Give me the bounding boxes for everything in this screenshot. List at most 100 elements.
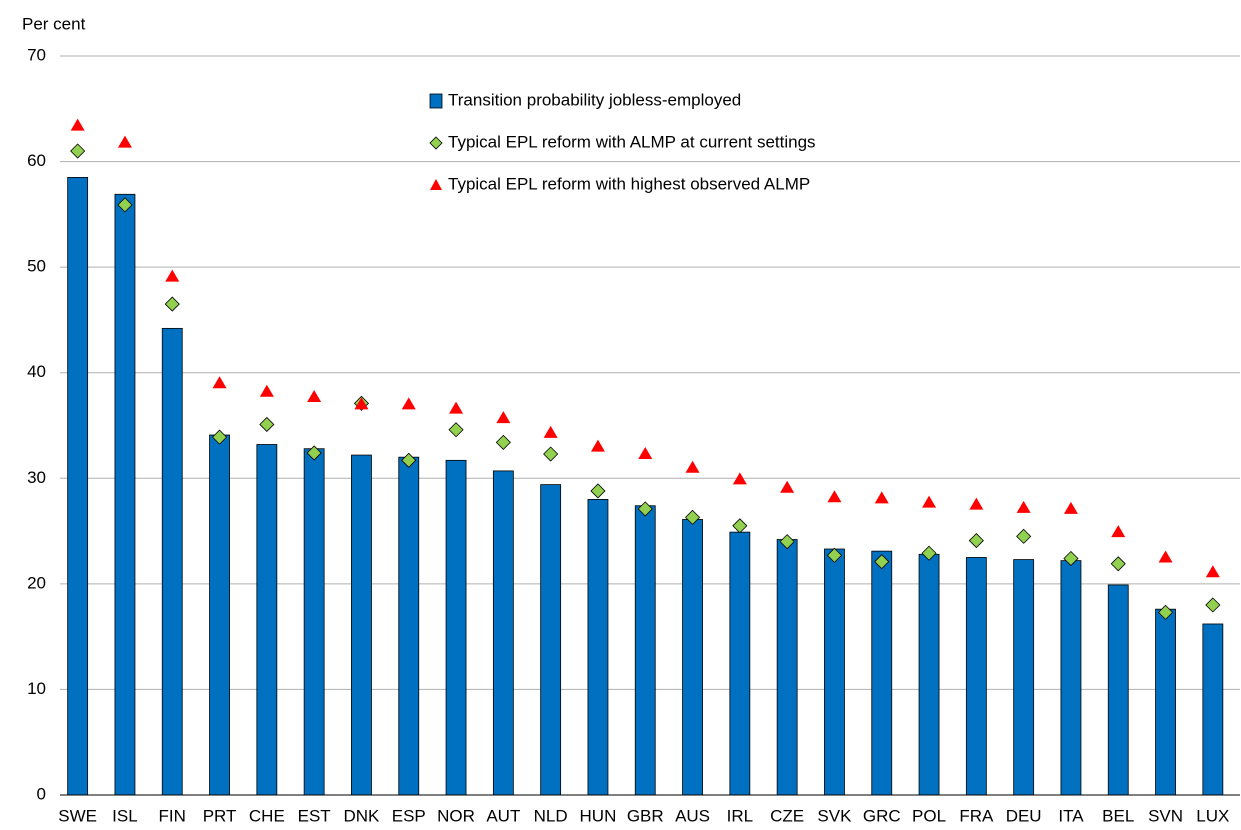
bar xyxy=(776,539,798,796)
triangle-marker xyxy=(969,497,984,510)
x-tick-label: ISL xyxy=(112,806,138,825)
diamond-marker xyxy=(826,547,843,563)
diamond-marker xyxy=(164,296,180,312)
x-tick-label: FIN xyxy=(159,806,186,825)
x-tick-label: BEL xyxy=(1102,806,1134,825)
triangle-marker xyxy=(922,495,937,508)
bar xyxy=(1107,584,1129,796)
diamond-marker xyxy=(1110,556,1126,572)
x-tick-label: SVK xyxy=(817,806,852,825)
bar xyxy=(587,498,609,796)
bar xyxy=(540,484,562,796)
x-tick-label: POL xyxy=(912,806,946,825)
legend-label: Typical EPL reform with highest observed… xyxy=(448,174,810,193)
legend-label: Typical EPL reform with ALMP at current … xyxy=(448,132,816,151)
diamond-marker xyxy=(1063,550,1079,567)
x-tick-label: SVN xyxy=(1148,806,1183,825)
triangle-marker xyxy=(354,397,369,410)
x-tick-label: EST xyxy=(298,806,331,825)
triangle-marker xyxy=(212,376,227,389)
triangle-marker xyxy=(1063,501,1078,514)
x-tick-label: PRT xyxy=(203,806,237,825)
x-tick-label: AUT xyxy=(486,806,520,825)
diamond-marker xyxy=(495,434,511,450)
bar xyxy=(824,548,845,796)
diamond-marker xyxy=(779,534,795,550)
diamond-marker xyxy=(968,533,984,549)
triangle-marker xyxy=(165,269,180,282)
bar xyxy=(114,193,136,796)
triangle-marker xyxy=(685,460,700,473)
triangle-marker xyxy=(1111,525,1126,538)
triangle-marker xyxy=(1016,500,1031,513)
bar xyxy=(729,531,751,796)
y-tick-label: 20 xyxy=(27,573,46,592)
bar xyxy=(445,459,467,796)
triangle-marker xyxy=(1205,565,1220,578)
diamond-marker xyxy=(732,518,748,534)
diamond-marker xyxy=(306,445,322,461)
legend-swatch xyxy=(430,179,442,190)
bar xyxy=(918,553,940,796)
triangle-marker xyxy=(259,384,274,397)
legend-label: Transition probability jobless-employed xyxy=(448,90,741,109)
diamond-marker xyxy=(684,509,701,525)
x-tick-label: FRA xyxy=(959,806,994,825)
x-tick-label: NLD xyxy=(534,806,568,825)
bar xyxy=(67,177,89,796)
bar xyxy=(1155,608,1176,796)
y-axis-label: Per cent xyxy=(22,14,86,33)
x-tick-label: LUX xyxy=(1196,806,1229,825)
legend-swatch xyxy=(429,93,443,109)
x-tick-label: NOR xyxy=(437,806,475,825)
x-tick-label: CHE xyxy=(249,806,285,825)
y-tick-label: 40 xyxy=(27,362,46,381)
diamond-marker xyxy=(543,446,559,462)
triangle-marker xyxy=(401,397,416,410)
bar xyxy=(492,470,514,796)
bar xyxy=(256,444,278,796)
bar xyxy=(209,434,230,796)
x-tick-label: IRL xyxy=(727,806,753,825)
x-tick-label: HUN xyxy=(580,806,617,825)
triangle-marker xyxy=(70,118,85,131)
diamond-marker xyxy=(1016,528,1032,544)
diamond-marker xyxy=(117,197,133,213)
diamond-marker xyxy=(448,422,464,438)
bar xyxy=(161,327,183,796)
triangle-marker xyxy=(1158,550,1173,563)
x-tick-label: ITA xyxy=(1058,806,1084,825)
legend-swatch xyxy=(429,136,443,150)
diamond-marker xyxy=(401,452,417,468)
bar xyxy=(965,557,987,796)
triangle-marker xyxy=(638,447,653,460)
triangle-marker xyxy=(590,439,605,452)
y-tick-label: 50 xyxy=(27,257,46,276)
triangle-marker xyxy=(732,472,747,485)
bar xyxy=(1060,560,1082,796)
diamond-marker xyxy=(259,416,275,433)
x-tick-label: DEU xyxy=(1006,806,1042,825)
bar xyxy=(398,456,420,796)
x-tick-label: CZE xyxy=(770,806,804,825)
y-tick-label: 10 xyxy=(27,679,46,698)
x-tick-label: GBR xyxy=(627,806,664,825)
diamond-marker xyxy=(874,554,890,570)
y-tick-label: 70 xyxy=(27,45,46,64)
triangle-marker xyxy=(543,425,558,438)
bar xyxy=(351,454,372,796)
y-tick-label: 60 xyxy=(27,151,46,170)
diamond-marker xyxy=(637,501,653,517)
x-tick-label: DNK xyxy=(343,806,380,825)
triangle-marker xyxy=(307,389,322,402)
bar xyxy=(871,550,893,796)
bar xyxy=(682,519,703,796)
diamond-marker xyxy=(70,143,86,159)
triangle-marker xyxy=(449,401,464,414)
triangle-marker xyxy=(117,135,132,148)
x-tick-label: AUS xyxy=(675,806,710,825)
diamond-marker xyxy=(1157,604,1174,620)
triangle-marker xyxy=(874,491,889,504)
bar xyxy=(303,448,325,796)
